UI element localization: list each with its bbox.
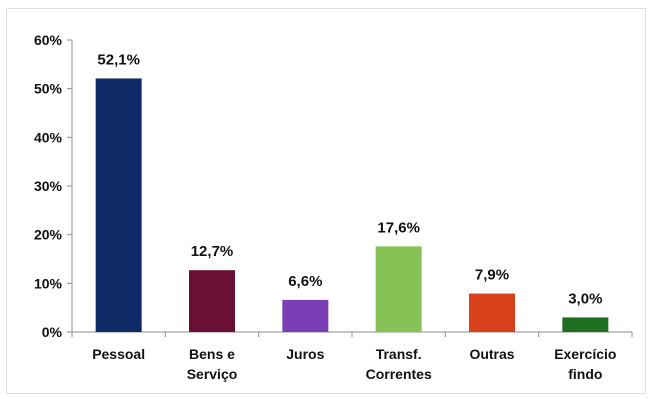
data-label: 17,6% (377, 219, 420, 236)
y-axis: 0% 10% 20% 30% 40% 50% 60% (34, 32, 73, 340)
category-label: Transf. (376, 346, 422, 362)
category-label: Pessoal (92, 346, 145, 362)
y-tick-label: 50% (34, 81, 63, 97)
y-tick-label: 10% (34, 275, 63, 291)
y-tick-label: 60% (34, 32, 63, 48)
bars (95, 78, 609, 333)
category-label: Serviço (187, 366, 238, 382)
data-label: 52,1% (97, 51, 140, 68)
y-tick-label: 30% (34, 178, 63, 194)
category-label: Exercício (554, 346, 616, 362)
y-tick-label: 20% (34, 227, 63, 243)
data-labels: 52,1% 12,7% 6,6% 17,6% 7,9% 3,0% (97, 51, 602, 307)
category-labels: Pessoal Bens e Serviço Juros Transf. Corrente… (92, 346, 616, 382)
category-label: Correntes (366, 366, 432, 382)
bar (189, 270, 235, 332)
data-label: 6,6% (288, 273, 322, 290)
bar (562, 317, 609, 332)
x-axis (71, 331, 633, 337)
category-label: findo (568, 366, 602, 382)
data-label: 12,7% (191, 243, 234, 260)
category-label: Juros (286, 346, 324, 362)
bar (375, 246, 422, 332)
data-label: 3,0% (568, 290, 602, 307)
category-label: Bens e (189, 346, 235, 362)
data-label: 7,9% (475, 267, 509, 284)
bar (469, 293, 515, 332)
y-tick-label: 40% (34, 129, 63, 145)
y-tick-label: 0% (42, 324, 63, 340)
bar (95, 78, 142, 333)
category-label: Outras (469, 346, 514, 362)
bar (282, 299, 329, 332)
